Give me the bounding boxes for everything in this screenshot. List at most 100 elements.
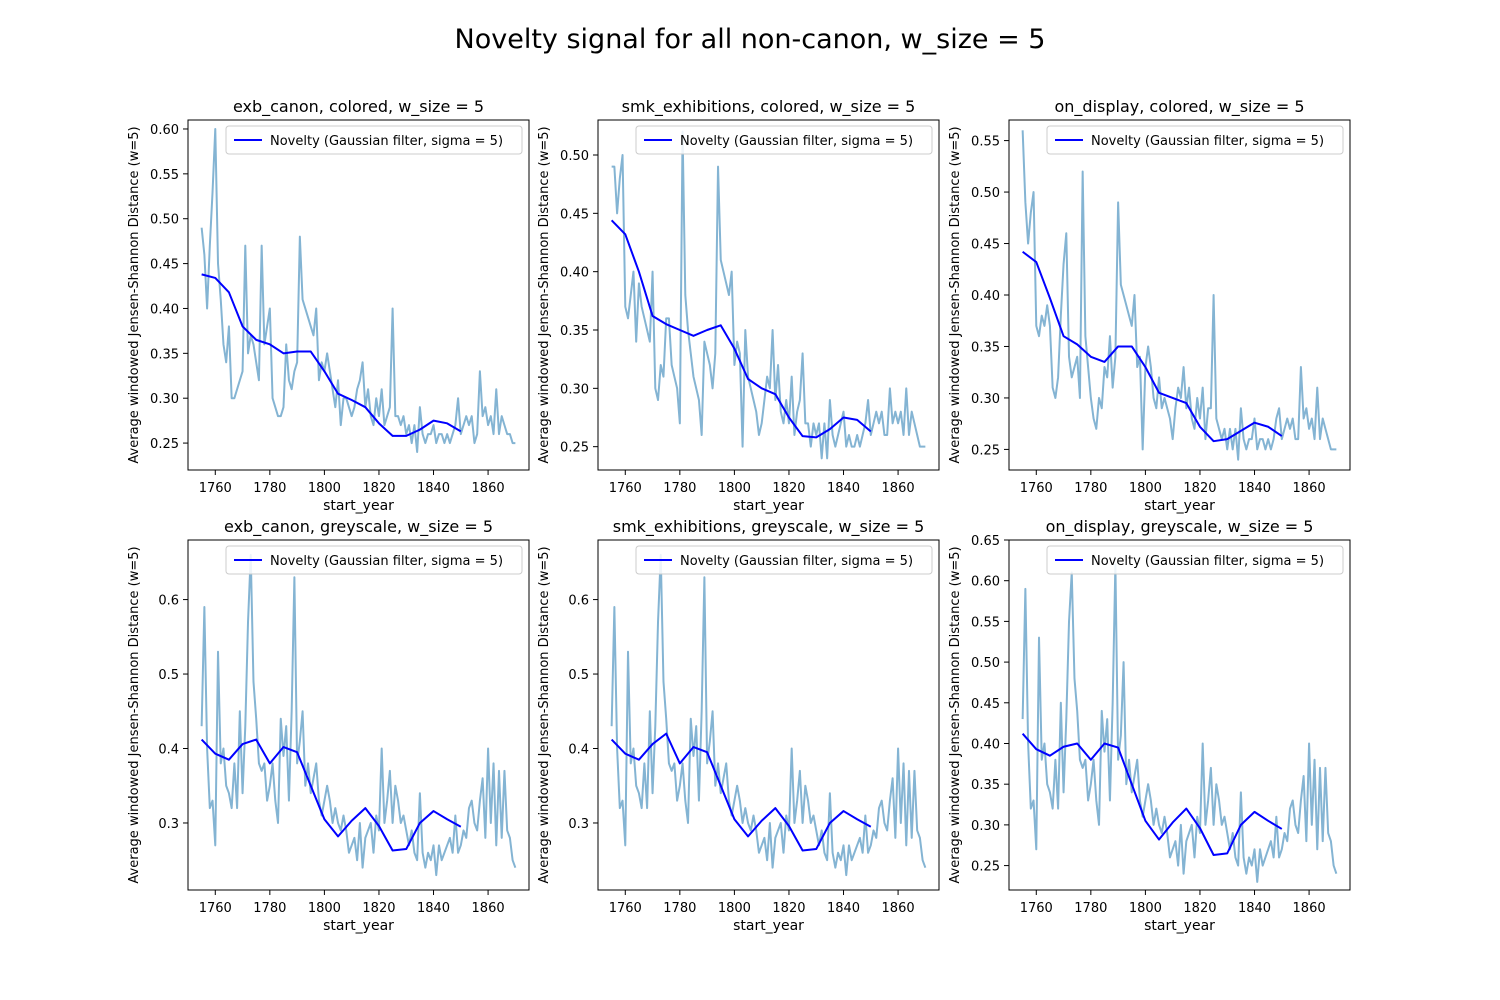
legend-box <box>635 545 933 575</box>
subplot-title: on_display, colored, w_size = 5 <box>1055 97 1305 117</box>
x-tick-label: 1840 <box>1238 901 1271 916</box>
x-tick-label: 1840 <box>827 901 860 916</box>
subplot-title: on_display, greyscale, w_size = 5 <box>1046 517 1314 537</box>
y-tick-label: 0.25 <box>560 441 589 456</box>
y-tick-label: 0.35 <box>971 340 1000 355</box>
legend-label: Novelty (Gaussian filter, sigma = 5) <box>1091 134 1324 149</box>
y-tick-label: 0.40 <box>971 289 1000 304</box>
x-tick-label: 1820 <box>772 481 805 496</box>
raw-novelty-line <box>200 127 516 454</box>
x-tick-label: 1820 <box>1183 481 1216 496</box>
x-tick-label: 1800 <box>308 901 341 916</box>
y-tick-label: 0.55 <box>971 615 1000 630</box>
legend-box <box>225 125 523 155</box>
x-tick-label: 1860 <box>882 901 915 916</box>
figure-title: Novelty signal for all non-canon, w_size… <box>454 24 1046 55</box>
x-tick-label: 1780 <box>253 481 286 496</box>
y-axis-label: Average windowed Jensen-Shannon Distance… <box>537 126 552 463</box>
legend-box <box>1046 125 1344 155</box>
x-tick-label: 1760 <box>199 481 232 496</box>
y-tick-label: 0.30 <box>150 392 179 407</box>
x-tick-label: 1860 <box>472 481 505 496</box>
y-tick-label: 0.6 <box>158 594 179 609</box>
smoothed-novelty-line <box>610 219 872 439</box>
axes-frame <box>597 539 940 891</box>
raw-novelty-line <box>611 130 926 460</box>
y-tick-label: 0.3 <box>568 817 589 832</box>
y-tick-label: 0.55 <box>971 135 1000 150</box>
y-axis-label: Average windowed Jensen-Shannon Distance… <box>948 126 963 463</box>
y-tick-label: 0.35 <box>560 324 589 339</box>
legend: Novelty (Gaussian filter, sigma = 5) <box>225 545 523 575</box>
x-tick-label: 1860 <box>882 481 915 496</box>
subplot-title: smk_exhibitions, greyscale, w_size = 5 <box>613 517 925 537</box>
y-tick-label: 0.60 <box>150 123 179 138</box>
axes-frame <box>1008 539 1351 891</box>
y-axis-label: Average windowed Jensen-Shannon Distance… <box>127 126 142 463</box>
smoothed-novelty-line <box>1022 250 1283 443</box>
y-tick-label: 0.30 <box>560 382 589 397</box>
x-axis-label: start_year <box>323 918 394 934</box>
x-tick-label: 1780 <box>1074 481 1107 496</box>
y-tick-label: 0.40 <box>150 302 179 317</box>
x-tick-label: 1800 <box>718 481 751 496</box>
y-axis-label: Average windowed Jensen-Shannon Distance… <box>127 546 142 883</box>
x-tick-label: 1800 <box>1129 901 1162 916</box>
y-tick-label: 0.45 <box>971 238 1000 253</box>
legend-label: Novelty (Gaussian filter, sigma = 5) <box>680 554 913 569</box>
x-tick-label: 1860 <box>1293 901 1326 916</box>
y-tick-label: 0.50 <box>150 213 179 228</box>
x-tick-label: 1760 <box>609 901 642 916</box>
raw-novelty-line <box>610 553 927 877</box>
y-tick-label: 0.45 <box>560 207 589 222</box>
x-tick-label: 1840 <box>827 481 860 496</box>
x-axis-label: start_year <box>733 498 804 514</box>
legend: Novelty (Gaussian filter, sigma = 5) <box>225 125 523 155</box>
x-tick-label: 1760 <box>1020 481 1053 496</box>
x-tick-label: 1800 <box>718 901 751 916</box>
x-tick-label: 1820 <box>362 481 395 496</box>
y-tick-label: 0.35 <box>971 778 1000 793</box>
y-tick-label: 0.55 <box>150 168 179 183</box>
raw-novelty-line <box>1021 130 1337 461</box>
x-tick-label: 1800 <box>1129 481 1162 496</box>
x-tick-label: 1860 <box>472 901 505 916</box>
y-tick-label: 0.30 <box>971 819 1000 834</box>
y-tick-label: 0.50 <box>971 186 1000 201</box>
y-tick-label: 0.5 <box>158 668 179 683</box>
subplot-2: smk_exhibitions, colored, w_size = 5 1760… <box>537 97 940 514</box>
x-axis-label: start_year <box>323 498 394 514</box>
y-tick-label: 0.25 <box>150 437 179 452</box>
x-tick-label: 1820 <box>362 901 395 916</box>
legend-label: Novelty (Gaussian filter, sigma = 5) <box>1091 554 1324 569</box>
subplot-title: smk_exhibitions, colored, w_size = 5 <box>622 97 916 117</box>
x-tick-label: 1780 <box>1074 901 1107 916</box>
y-tick-label: 0.65 <box>971 534 1000 549</box>
subplot-title: exb_canon, greyscale, w_size = 5 <box>224 517 493 537</box>
axes-frame <box>187 119 530 471</box>
y-tick-label: 0.60 <box>971 575 1000 590</box>
y-tick-label: 0.25 <box>971 860 1000 875</box>
legend: Novelty (Gaussian filter, sigma = 5) <box>1046 545 1344 575</box>
y-tick-label: 0.4 <box>568 743 589 758</box>
y-tick-label: 0.30 <box>971 392 1000 407</box>
legend-box <box>635 125 933 155</box>
y-tick-label: 0.3 <box>158 817 179 832</box>
y-tick-label: 0.5 <box>568 668 589 683</box>
x-tick-label: 1840 <box>1238 481 1271 496</box>
x-tick-label: 1840 <box>417 901 450 916</box>
raw-novelty-line <box>200 553 517 877</box>
y-tick-label: 0.35 <box>150 347 179 362</box>
legend: Novelty (Gaussian filter, sigma = 5) <box>635 125 933 155</box>
subplot-5: smk_exhibitions, greyscale, w_size = 5 17… <box>537 517 940 934</box>
x-tick-label: 1780 <box>253 901 286 916</box>
subplot-6: on_display, greyscale, w_size = 5 1760 178… <box>948 517 1351 934</box>
legend-label: Novelty (Gaussian filter, sigma = 5) <box>270 554 503 569</box>
subplot-1: exb_canon, colored, w_size = 5 1760 1780 18… <box>127 97 530 514</box>
raw-novelty-line <box>1021 563 1338 883</box>
axes-frame <box>187 539 530 891</box>
y-axis-label: Average windowed Jensen-Shannon Distance… <box>948 546 963 883</box>
x-axis-label: start_year <box>1144 498 1215 514</box>
subplot-3: on_display, colored, w_size = 5 1760 1780 1… <box>948 97 1351 514</box>
